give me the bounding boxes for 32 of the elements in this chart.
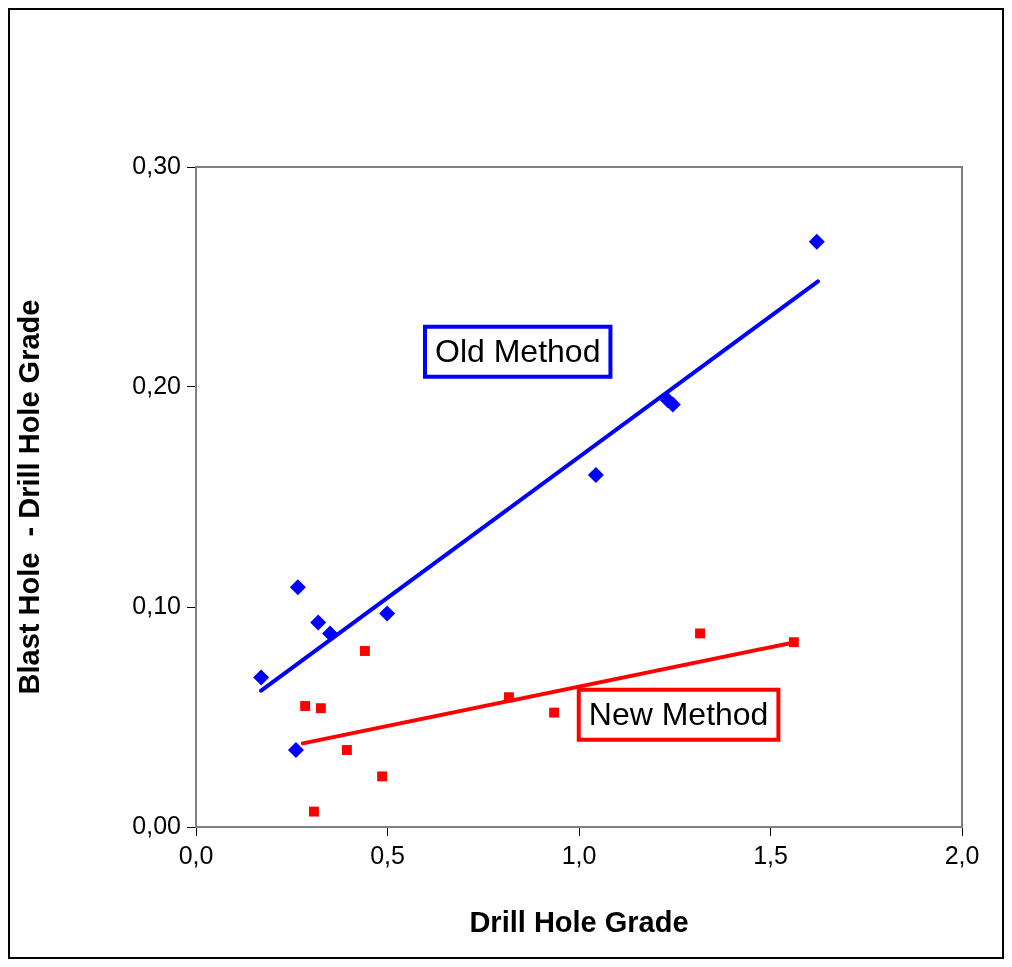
point [664, 396, 681, 413]
y-tick-label: 0,00 [132, 810, 181, 839]
y-tick-label: 0,30 [132, 150, 181, 179]
point [341, 745, 352, 755]
x-tick-label: 0,0 [178, 840, 214, 869]
y-tick-label: 0,20 [132, 370, 181, 399]
point [587, 467, 604, 483]
text: Old Method [435, 332, 601, 369]
point [289, 579, 306, 596]
point [359, 646, 370, 656]
x-axis-title: Drill Hole Grade [469, 905, 689, 938]
x-tick-label: 1,5 [753, 840, 788, 869]
point [300, 701, 311, 711]
point [310, 614, 327, 631]
point [322, 625, 339, 642]
y-tick-label: 0,10 [132, 590, 181, 619]
point [503, 692, 514, 703]
y-axis-title: Blast Hole - Drill Hole Grade [13, 299, 46, 695]
point [309, 806, 319, 817]
point [549, 707, 560, 718]
x-tick-label: 2,0 [944, 840, 980, 869]
point [695, 628, 705, 639]
point [253, 669, 270, 686]
x-tick-label: 1,0 [561, 840, 597, 869]
point [808, 233, 825, 250]
point [379, 605, 396, 622]
point [788, 637, 799, 648]
point [377, 771, 388, 782]
x-tick-label: 0,5 [370, 840, 405, 869]
series-label: New Method [588, 695, 769, 732]
point [287, 742, 304, 758]
point [315, 703, 326, 714]
